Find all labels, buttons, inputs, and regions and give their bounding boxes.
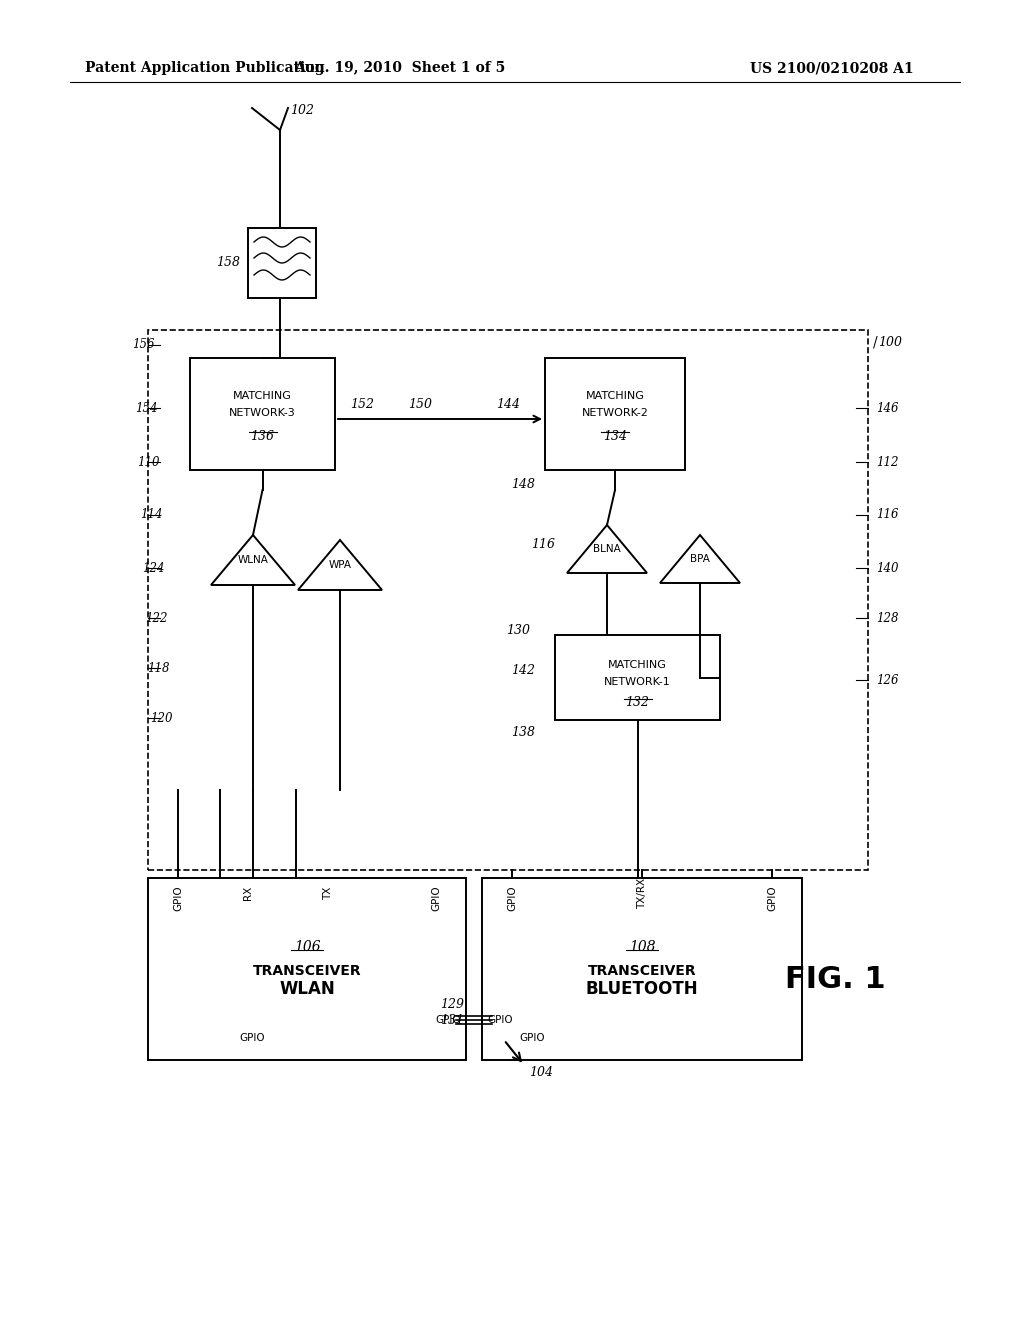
Text: RX: RX [243, 886, 253, 900]
Text: WLAN: WLAN [280, 979, 335, 998]
Text: 150: 150 [408, 399, 432, 412]
Text: TRANSCEIVER: TRANSCEIVER [588, 964, 696, 978]
Text: MATCHING: MATCHING [586, 391, 644, 401]
Text: MATCHING: MATCHING [608, 660, 667, 671]
Text: 134: 134 [603, 429, 627, 442]
Bar [248, 228, 316, 298]
Text: TRANSCEIVER: TRANSCEIVER [253, 964, 361, 978]
Text: 131: 131 [440, 1014, 464, 1027]
Text: 156: 156 [132, 338, 155, 351]
Text: 130: 130 [506, 623, 530, 636]
Text: NETWORK-3: NETWORK-3 [229, 408, 296, 418]
Text: 148: 148 [511, 478, 535, 491]
Text: 106: 106 [294, 940, 321, 954]
Text: 108: 108 [629, 940, 655, 954]
Text: 138: 138 [511, 726, 535, 738]
Text: GPIO: GPIO [173, 886, 183, 911]
Text: 100: 100 [878, 335, 902, 348]
Text: 110: 110 [137, 455, 160, 469]
Text: FIG. 1: FIG. 1 [784, 965, 886, 994]
Text: 128: 128 [876, 611, 898, 624]
Bar [148, 878, 466, 1060]
Text: TX: TX [323, 886, 333, 900]
Text: GPIO: GPIO [767, 886, 777, 911]
Text: 114: 114 [140, 508, 163, 521]
Bar [190, 358, 335, 470]
Text: GPIO: GPIO [431, 886, 441, 911]
Bar [555, 635, 720, 719]
Text: GPIO: GPIO [240, 1034, 265, 1043]
Text: GPIO: GPIO [519, 1034, 545, 1043]
Text: BLNA: BLNA [593, 544, 621, 554]
Text: 126: 126 [876, 673, 898, 686]
Text: 152: 152 [350, 399, 374, 412]
Text: 136: 136 [251, 429, 274, 442]
Text: 112: 112 [876, 455, 898, 469]
Bar [148, 330, 868, 870]
Text: WLNA: WLNA [238, 554, 268, 565]
Text: 129: 129 [440, 998, 464, 1011]
Text: 102: 102 [290, 103, 314, 116]
Text: 142: 142 [511, 664, 535, 676]
Text: NETWORK-2: NETWORK-2 [582, 408, 648, 418]
Text: Patent Application Publication: Patent Application Publication [85, 61, 325, 75]
Text: WPA: WPA [329, 560, 351, 570]
Text: 158: 158 [216, 256, 240, 269]
Text: Aug. 19, 2010  Sheet 1 of 5: Aug. 19, 2010 Sheet 1 of 5 [294, 61, 506, 75]
Text: MATCHING: MATCHING [233, 391, 292, 401]
Text: US 2100/0210208 A1: US 2100/0210208 A1 [750, 61, 913, 75]
Text: 118: 118 [147, 661, 170, 675]
Text: 144: 144 [496, 399, 520, 412]
Text: 120: 120 [151, 711, 173, 725]
Text: 124: 124 [142, 561, 165, 574]
Text: 122: 122 [145, 611, 168, 624]
Text: 116: 116 [531, 539, 555, 552]
Bar [545, 358, 685, 470]
Text: BPA: BPA [690, 554, 710, 564]
Text: 140: 140 [876, 561, 898, 574]
Bar [482, 878, 802, 1060]
Text: NETWORK-1: NETWORK-1 [604, 677, 671, 686]
Text: 132: 132 [626, 696, 649, 709]
Text: 146: 146 [876, 401, 898, 414]
Text: 104: 104 [529, 1065, 553, 1078]
Text: 154: 154 [135, 401, 158, 414]
Text: GPIO: GPIO [487, 1015, 513, 1026]
Text: BLUETOOTH: BLUETOOTH [586, 979, 698, 998]
Text: 116: 116 [876, 508, 898, 521]
Text: /: / [873, 335, 878, 348]
Text: GPIO: GPIO [435, 1015, 461, 1026]
Text: TX/RX: TX/RX [637, 878, 647, 908]
Text: GPIO: GPIO [507, 886, 517, 911]
